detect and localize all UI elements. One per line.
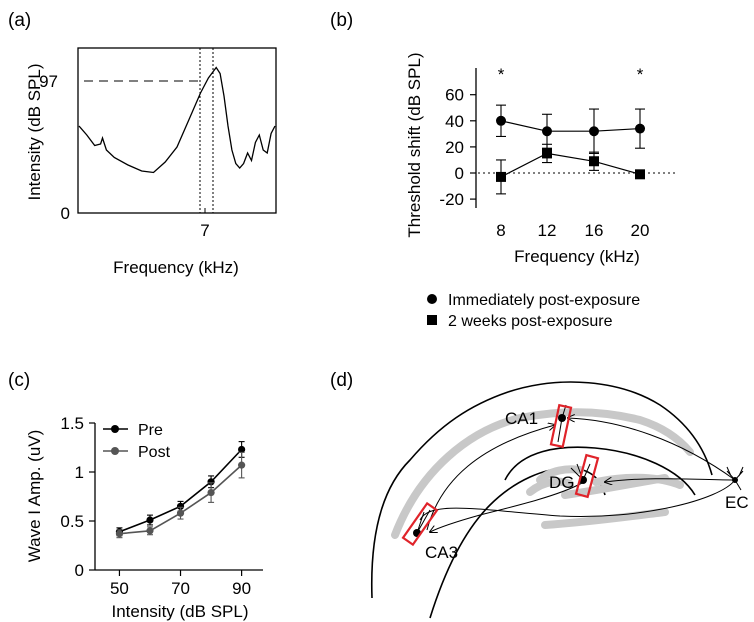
legend-c-pre-marker — [111, 425, 119, 433]
chart-b-significance-mark: * — [498, 65, 505, 84]
chart-b-xlabel: Frequency (kHz) — [514, 247, 640, 266]
panel-label-c: (c) — [8, 370, 30, 391]
chart-b-xtick-label: 12 — [538, 221, 557, 240]
panel-label-b: (b) — [330, 10, 353, 31]
ca1-label: CA1 — [505, 409, 538, 428]
dentate-outer-contour — [504, 446, 696, 496]
chart-a-ytick-0: 0 — [61, 204, 70, 223]
legend-b-item-2weeks: 2 weeks post-exposure — [448, 313, 613, 330]
hippocampus-inner-contour — [429, 467, 606, 619]
chart-a: 97 0 7 Frequency (kHz) Intensity (dB SPL… — [25, 47, 277, 277]
chart-b-ytick-label: 20 — [445, 138, 464, 157]
chart-c-point — [238, 445, 246, 454]
perforant-path-to-ca1 — [568, 418, 736, 481]
chart-b-point-immediate — [496, 115, 506, 126]
chart-b-series-line — [500, 152, 641, 178]
legend-b-circle-marker — [427, 294, 437, 304]
chart-c-ytick-label: 1.5 — [60, 414, 84, 433]
ec-neuron-dendrites — [726, 466, 744, 491]
chart-c-xtick-label: 70 — [171, 579, 190, 598]
chart-c-ytick-label: 1 — [75, 463, 84, 482]
chart-b-point-2weeks — [635, 169, 645, 180]
chart-b-point-2weeks — [589, 156, 599, 167]
chart-b-point-immediate — [635, 123, 645, 134]
legend-c-post-marker — [111, 447, 119, 455]
chart-c-series-line — [119, 464, 243, 535]
chart-c-xlabel: Intensity (dB SPL) — [111, 602, 248, 621]
legend-b-item-immediate: Immediately post-exposure — [448, 292, 640, 309]
chart-c-xtick-label: 90 — [232, 579, 251, 598]
chart-c: 0 0.5 1 1.5 50 70 90 Pre Post Wave I Amp. (uV… — [25, 414, 263, 621]
hippocampus-diagram: CA1 DG CA3 EC — [370, 381, 749, 619]
legend-b-square-marker — [427, 315, 437, 325]
chart-b-series-line — [500, 120, 641, 132]
chart-b-ylabel: Threshold shift (dB SPL) — [405, 52, 424, 237]
chart-c-point — [238, 461, 246, 469]
dg-granule-layer-lower — [541, 508, 669, 529]
mossy-fiber-path — [430, 482, 583, 532]
hippocampus-outer-contour — [370, 381, 713, 599]
chart-a-ytick-97: 97 — [39, 72, 58, 91]
chart-c-xtick-label: 50 — [110, 579, 129, 598]
chart-b-significance-mark: * — [637, 65, 644, 84]
chart-b-ytick-label: 60 — [445, 86, 464, 105]
schaffer-collateral-path — [426, 425, 555, 531]
chart-b-point-2weeks — [496, 171, 506, 182]
ca3-label: CA3 — [425, 543, 458, 562]
chart-a-frame — [77, 47, 277, 214]
chart-b-ytick-label: 40 — [445, 112, 464, 131]
dg-hilus-layer — [526, 477, 574, 496]
chart-c-point — [207, 488, 215, 497]
legend-c-item-post: Post — [138, 444, 171, 461]
chart-c-ytick-label: 0 — [75, 561, 84, 580]
chart-c-point — [115, 530, 124, 538]
chart-b-ytick-label: 0 — [455, 164, 464, 183]
legend-c-item-pre: Pre — [138, 422, 163, 439]
chart-c-point — [146, 516, 154, 524]
chart-b-point-immediate — [589, 126, 599, 137]
perforant-path-to-dg — [605, 479, 736, 482]
chart-b-xtick-label: 20 — [631, 221, 650, 240]
ec-label: EC — [725, 493, 749, 512]
chart-c-point — [176, 502, 185, 510]
chart-a-xlabel: Frequency (kHz) — [113, 258, 239, 277]
ca-pyramidal-layer — [391, 408, 694, 539]
ca3-neuron-dendrites — [416, 509, 431, 534]
chart-c-ylabel: Wave I Amp. (uV) — [25, 430, 44, 563]
chart-b-xtick-label: 16 — [585, 221, 604, 240]
chart-a-spectrum-line — [78, 66, 276, 174]
perforant-path-to-ca3 — [419, 479, 736, 521]
dg-granule-layer-upper — [536, 465, 584, 484]
dg-recording-box — [574, 453, 600, 499]
chart-b-point-immediate — [542, 126, 552, 137]
ca1-recording-box — [549, 403, 573, 449]
chart-a-xtick-7: 7 — [200, 221, 209, 240]
chart-c-ytick-label: 0.5 — [60, 512, 84, 531]
chart-b-point-2weeks — [542, 148, 552, 159]
panel-label-d: (d) — [330, 370, 353, 391]
chart-b-ytick-label: -20 — [439, 190, 464, 209]
chart-b: -20 0 20 40 60 8 12 16 20 * * Frequency (kHz) Th… — [405, 52, 676, 330]
chart-b-xtick-label: 8 — [496, 221, 505, 240]
chart-c-point — [146, 527, 154, 535]
panel-label-a: (a) — [8, 10, 31, 31]
chart-c-point — [176, 509, 185, 517]
ca3-recording-box — [401, 501, 439, 547]
chart-c-point — [207, 478, 215, 486]
dg-label: DG — [549, 473, 575, 492]
chart-a-ylabel: Intensity (dB SPL) — [25, 63, 44, 200]
